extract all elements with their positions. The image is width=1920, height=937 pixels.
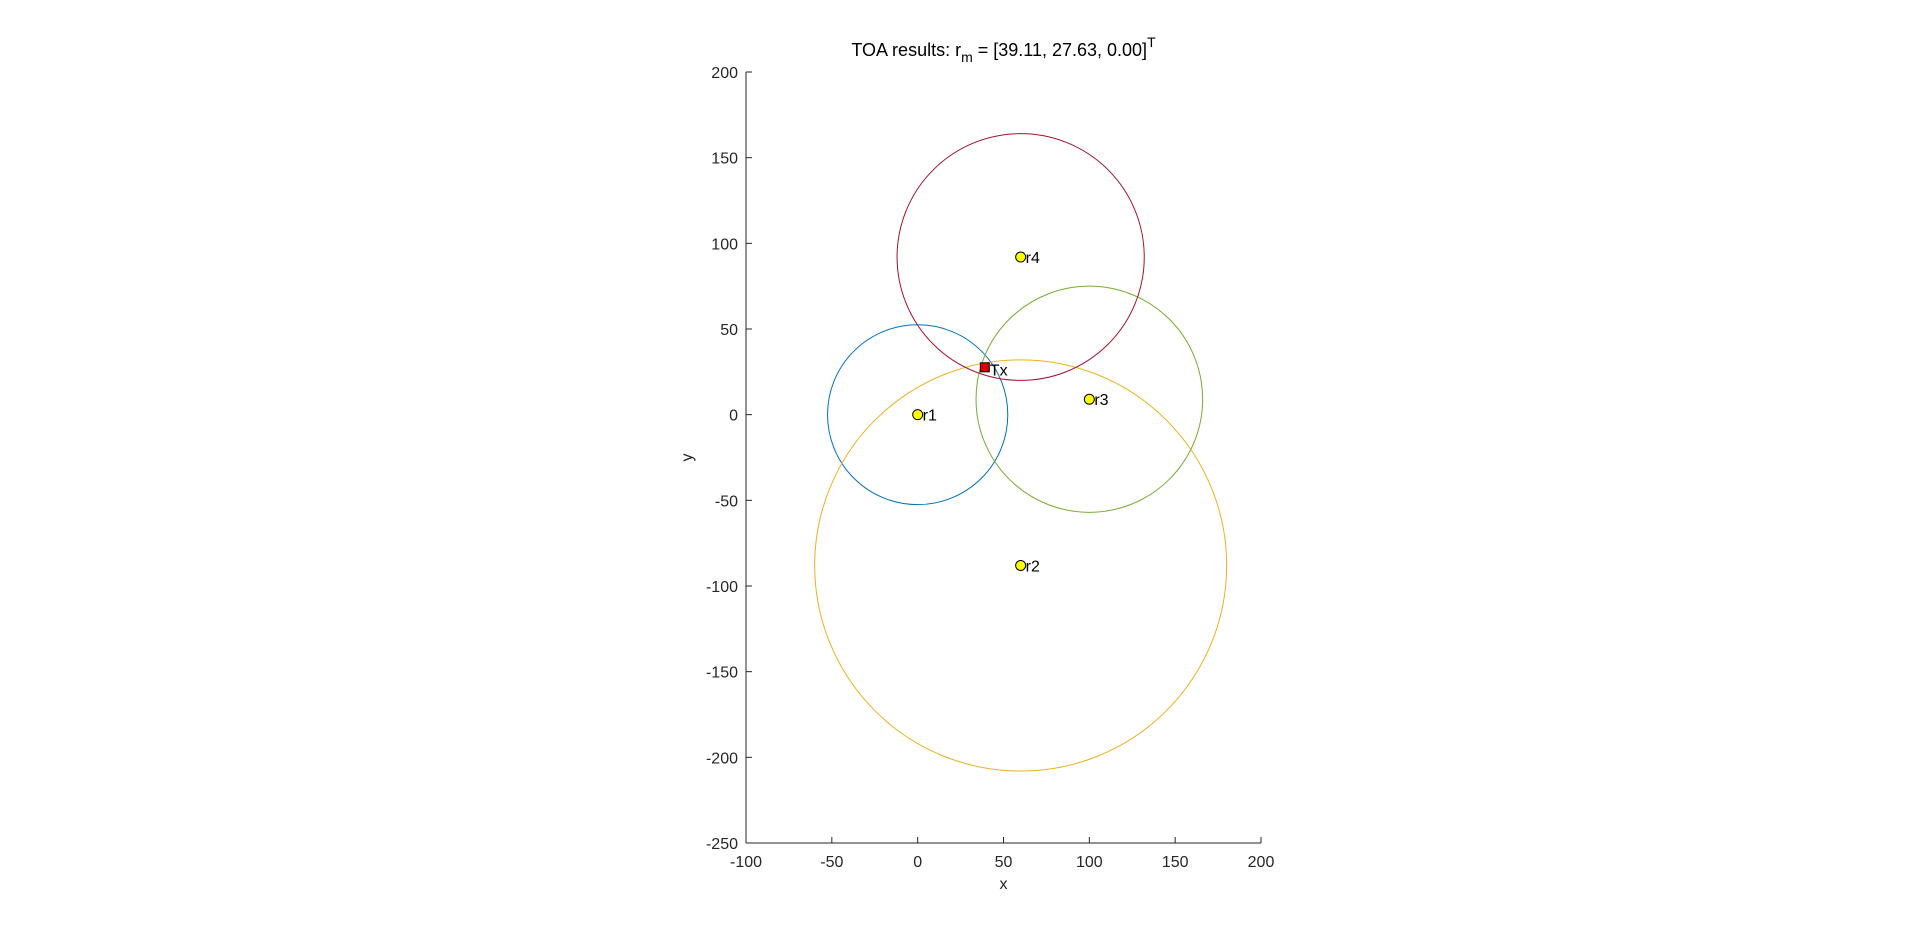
transmitter-label: Tx	[990, 362, 1008, 379]
axes: -100 -50 0 50 100 150 200 -250 -200 -150 -100 -50 0 5…	[706, 65, 1274, 871]
y-tick-label: 100	[711, 236, 738, 253]
x-tick-label: 200	[1248, 854, 1275, 871]
x-tick-label: 0	[913, 854, 922, 871]
y-tick-label: 200	[711, 65, 738, 82]
receiver-marker-r4	[1015, 251, 1027, 263]
x-axis-label: x	[1000, 876, 1008, 893]
receiver-marker-r2	[1015, 559, 1027, 571]
range-circles	[814, 133, 1228, 772]
x-tick-label: -50	[820, 854, 843, 871]
receiver-label-r2: r2	[1026, 558, 1040, 575]
title-vector: = [39.11, 27.63, 0.00]	[973, 40, 1147, 60]
transmitter-marker	[979, 362, 990, 373]
y-tick-label: 150	[711, 151, 738, 168]
y-tick-label: -50	[715, 493, 738, 510]
y-tick-label: -100	[706, 579, 738, 596]
receiver-label-r1: r1	[923, 408, 937, 425]
x-tick-label: -100	[730, 854, 762, 871]
y-tick-label: -250	[706, 836, 738, 853]
position-markers: r1 r2 r3 r4 Tx	[912, 250, 1109, 575]
x-tick-label: 100	[1076, 854, 1103, 871]
x-tick-label: 150	[1162, 854, 1189, 871]
receiver-label-r3: r3	[1094, 392, 1108, 409]
receiver-marker-r3	[1083, 393, 1095, 405]
y-tick-label: 0	[729, 408, 738, 425]
y-tick-label: 50	[720, 322, 738, 339]
title-subscript: m	[961, 49, 973, 65]
title-superscript: T	[1147, 34, 1156, 50]
range-circle-r4	[896, 133, 1145, 381]
y-tick-label: -150	[706, 665, 738, 682]
receiver-label-r4: r4	[1026, 250, 1040, 267]
chart-title: TOA results: rm = [39.11, 27.63, 0.00]T	[851, 34, 1156, 65]
receiver-marker-r1	[912, 409, 924, 421]
y-tick-label: -200	[706, 750, 738, 767]
title-prefix: TOA results: r	[851, 40, 961, 60]
x-tick-label: 50	[995, 854, 1013, 871]
range-circle-r3	[975, 285, 1204, 513]
range-circle-r2	[814, 359, 1228, 772]
y-axis-label: y	[679, 454, 696, 462]
